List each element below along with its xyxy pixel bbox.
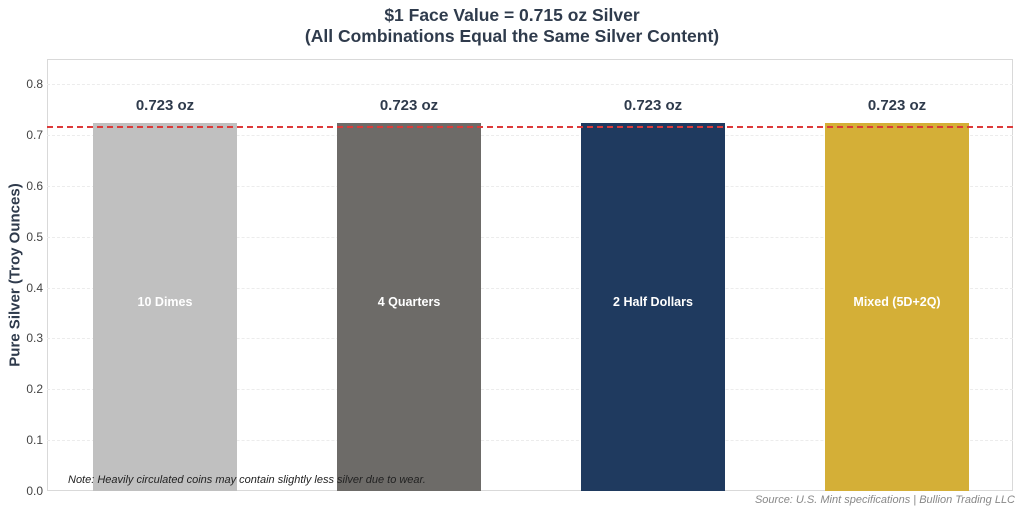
y-tick-label: 0.6 (26, 179, 43, 193)
gridline (47, 186, 1013, 187)
y-tick-label: 0.3 (26, 331, 43, 345)
bar-mixed: Mixed (5D+2Q) (825, 123, 969, 491)
gridline (47, 237, 1013, 238)
gridline (47, 440, 1013, 441)
bar-label: 2 Half Dollars (613, 295, 693, 309)
value-label: 0.723 oz (867, 97, 927, 114)
gridline (47, 135, 1013, 136)
y-tick-label: 0.5 (26, 230, 43, 244)
reference-line (47, 126, 1013, 128)
gridline (47, 288, 1013, 289)
value-label: 0.723 oz (135, 97, 195, 114)
gridline (47, 389, 1013, 390)
source-caption: Source: U.S. Mint specifications | Bulli… (754, 494, 1015, 506)
y-axis-label: Pure Silver (Troy Ounces) (6, 183, 24, 367)
y-tick-label: 0.7 (26, 128, 43, 142)
bar-label: 4 Quarters (377, 295, 441, 309)
note-annotation: Note: Heavily circulated coins may conta… (68, 474, 426, 486)
value-label: 0.723 oz (623, 97, 683, 114)
plot-area (47, 59, 1013, 491)
bar-2-half-dollars: 2 Half Dollars (581, 123, 725, 491)
y-tick-label: 0.0 (26, 484, 43, 498)
gridline (47, 84, 1013, 85)
chart-title: $1 Face Value = 0.715 oz Silver (384, 5, 640, 25)
y-tick-label: 0.4 (26, 281, 43, 295)
bar-10-dimes: 10 Dimes (93, 123, 237, 491)
value-label: 0.723 oz (379, 97, 439, 114)
gridline (47, 338, 1013, 339)
y-tick-label: 0.2 (26, 382, 43, 396)
bar-4-quarters: 4 Quarters (337, 123, 481, 491)
bar-label: 10 Dimes (137, 295, 193, 309)
y-tick-label: 0.8 (26, 77, 43, 91)
bar-label: Mixed (5D+2Q) (853, 295, 941, 309)
y-tick-label: 0.1 (26, 433, 43, 447)
chart-subtitle: (All Combinations Equal the Same Silver … (304, 26, 720, 46)
